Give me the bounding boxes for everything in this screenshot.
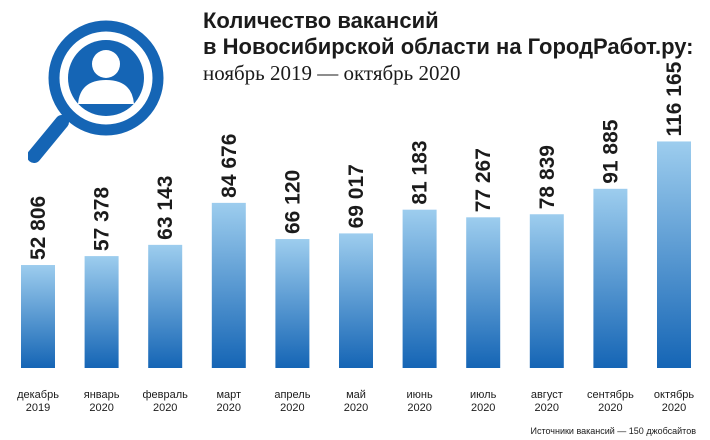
value-label-10: 91 885	[599, 119, 622, 184]
x-tick-label-11-2: 2020	[662, 402, 686, 414]
bar-4	[211, 202, 246, 368]
chart-title-block: Количество вакансий в Новосибирской обла…	[203, 8, 703, 86]
bar-11	[657, 141, 691, 368]
value-label-2: 57 378	[91, 187, 114, 252]
bar-2	[84, 256, 119, 368]
value-label-7: 81 183	[409, 140, 432, 204]
bar-10	[593, 188, 628, 368]
x-tick-label-4-1: март	[216, 389, 241, 401]
magnifier-person-icon	[28, 20, 164, 163]
x-tick-label-3-2: 2020	[153, 402, 177, 414]
value-label-11: 116 165	[663, 61, 686, 136]
chart-title-line-1: Количество вакансий	[203, 8, 439, 33]
x-tick-label-2-2: 2020	[89, 402, 113, 414]
x-tick-label-6-2: 2020	[344, 402, 368, 414]
chart-subtitle: ноябрь 2019 — октябрь 2020	[203, 61, 461, 85]
value-label-3: 63 143	[154, 176, 177, 240]
value-label-6: 69 017	[345, 164, 368, 228]
x-tick-label-10-1: сентябрь	[587, 389, 634, 401]
x-tick-label-8-2: 2020	[471, 402, 495, 414]
x-tick-label-8-1: июль	[470, 389, 497, 401]
x-tick-label-11-1: октябрь	[654, 389, 694, 401]
x-tick-label-1-2: 2019	[26, 402, 50, 414]
bars-group	[21, 141, 691, 368]
x-tick-label-6-1: май	[346, 389, 366, 401]
value-label-8: 77 267	[472, 148, 495, 212]
x-tick-label-9-2: 2020	[535, 402, 559, 414]
bar-3	[148, 244, 183, 368]
x-tick-label-4-2: 2020	[217, 402, 241, 414]
x-tick-label-5-2: 2020	[280, 402, 304, 414]
x-tick-label-5-1: апрель	[274, 389, 310, 401]
bar-9	[529, 214, 564, 368]
bar-7	[402, 209, 437, 368]
x-tick-label-3-1: февраль	[142, 389, 188, 401]
bar-6	[339, 233, 373, 368]
source-note: Источники вакансий — 150 джобсайтов	[530, 426, 697, 436]
value-label-9: 78 839	[536, 145, 559, 209]
value-label-4: 84 676	[218, 134, 241, 198]
x-tick-label-7-1: июнь	[406, 389, 432, 401]
x-tick-label-2-1: январь	[84, 389, 120, 401]
value-label-1: 52 806	[27, 196, 50, 260]
bar-8	[466, 217, 501, 368]
bar-5	[275, 239, 310, 368]
value-label-5: 66 120	[281, 170, 304, 234]
bar-1	[21, 265, 55, 368]
chart-title-line-2: в Новосибирской области на ГородРабот.ру…	[203, 34, 694, 59]
x-tick-label-1-1: декабрь	[17, 389, 59, 401]
x-tick-label-7-2: 2020	[407, 402, 431, 414]
x-tick-label-10-2: 2020	[598, 402, 622, 414]
x-tick-label-9-1: август	[531, 389, 563, 401]
